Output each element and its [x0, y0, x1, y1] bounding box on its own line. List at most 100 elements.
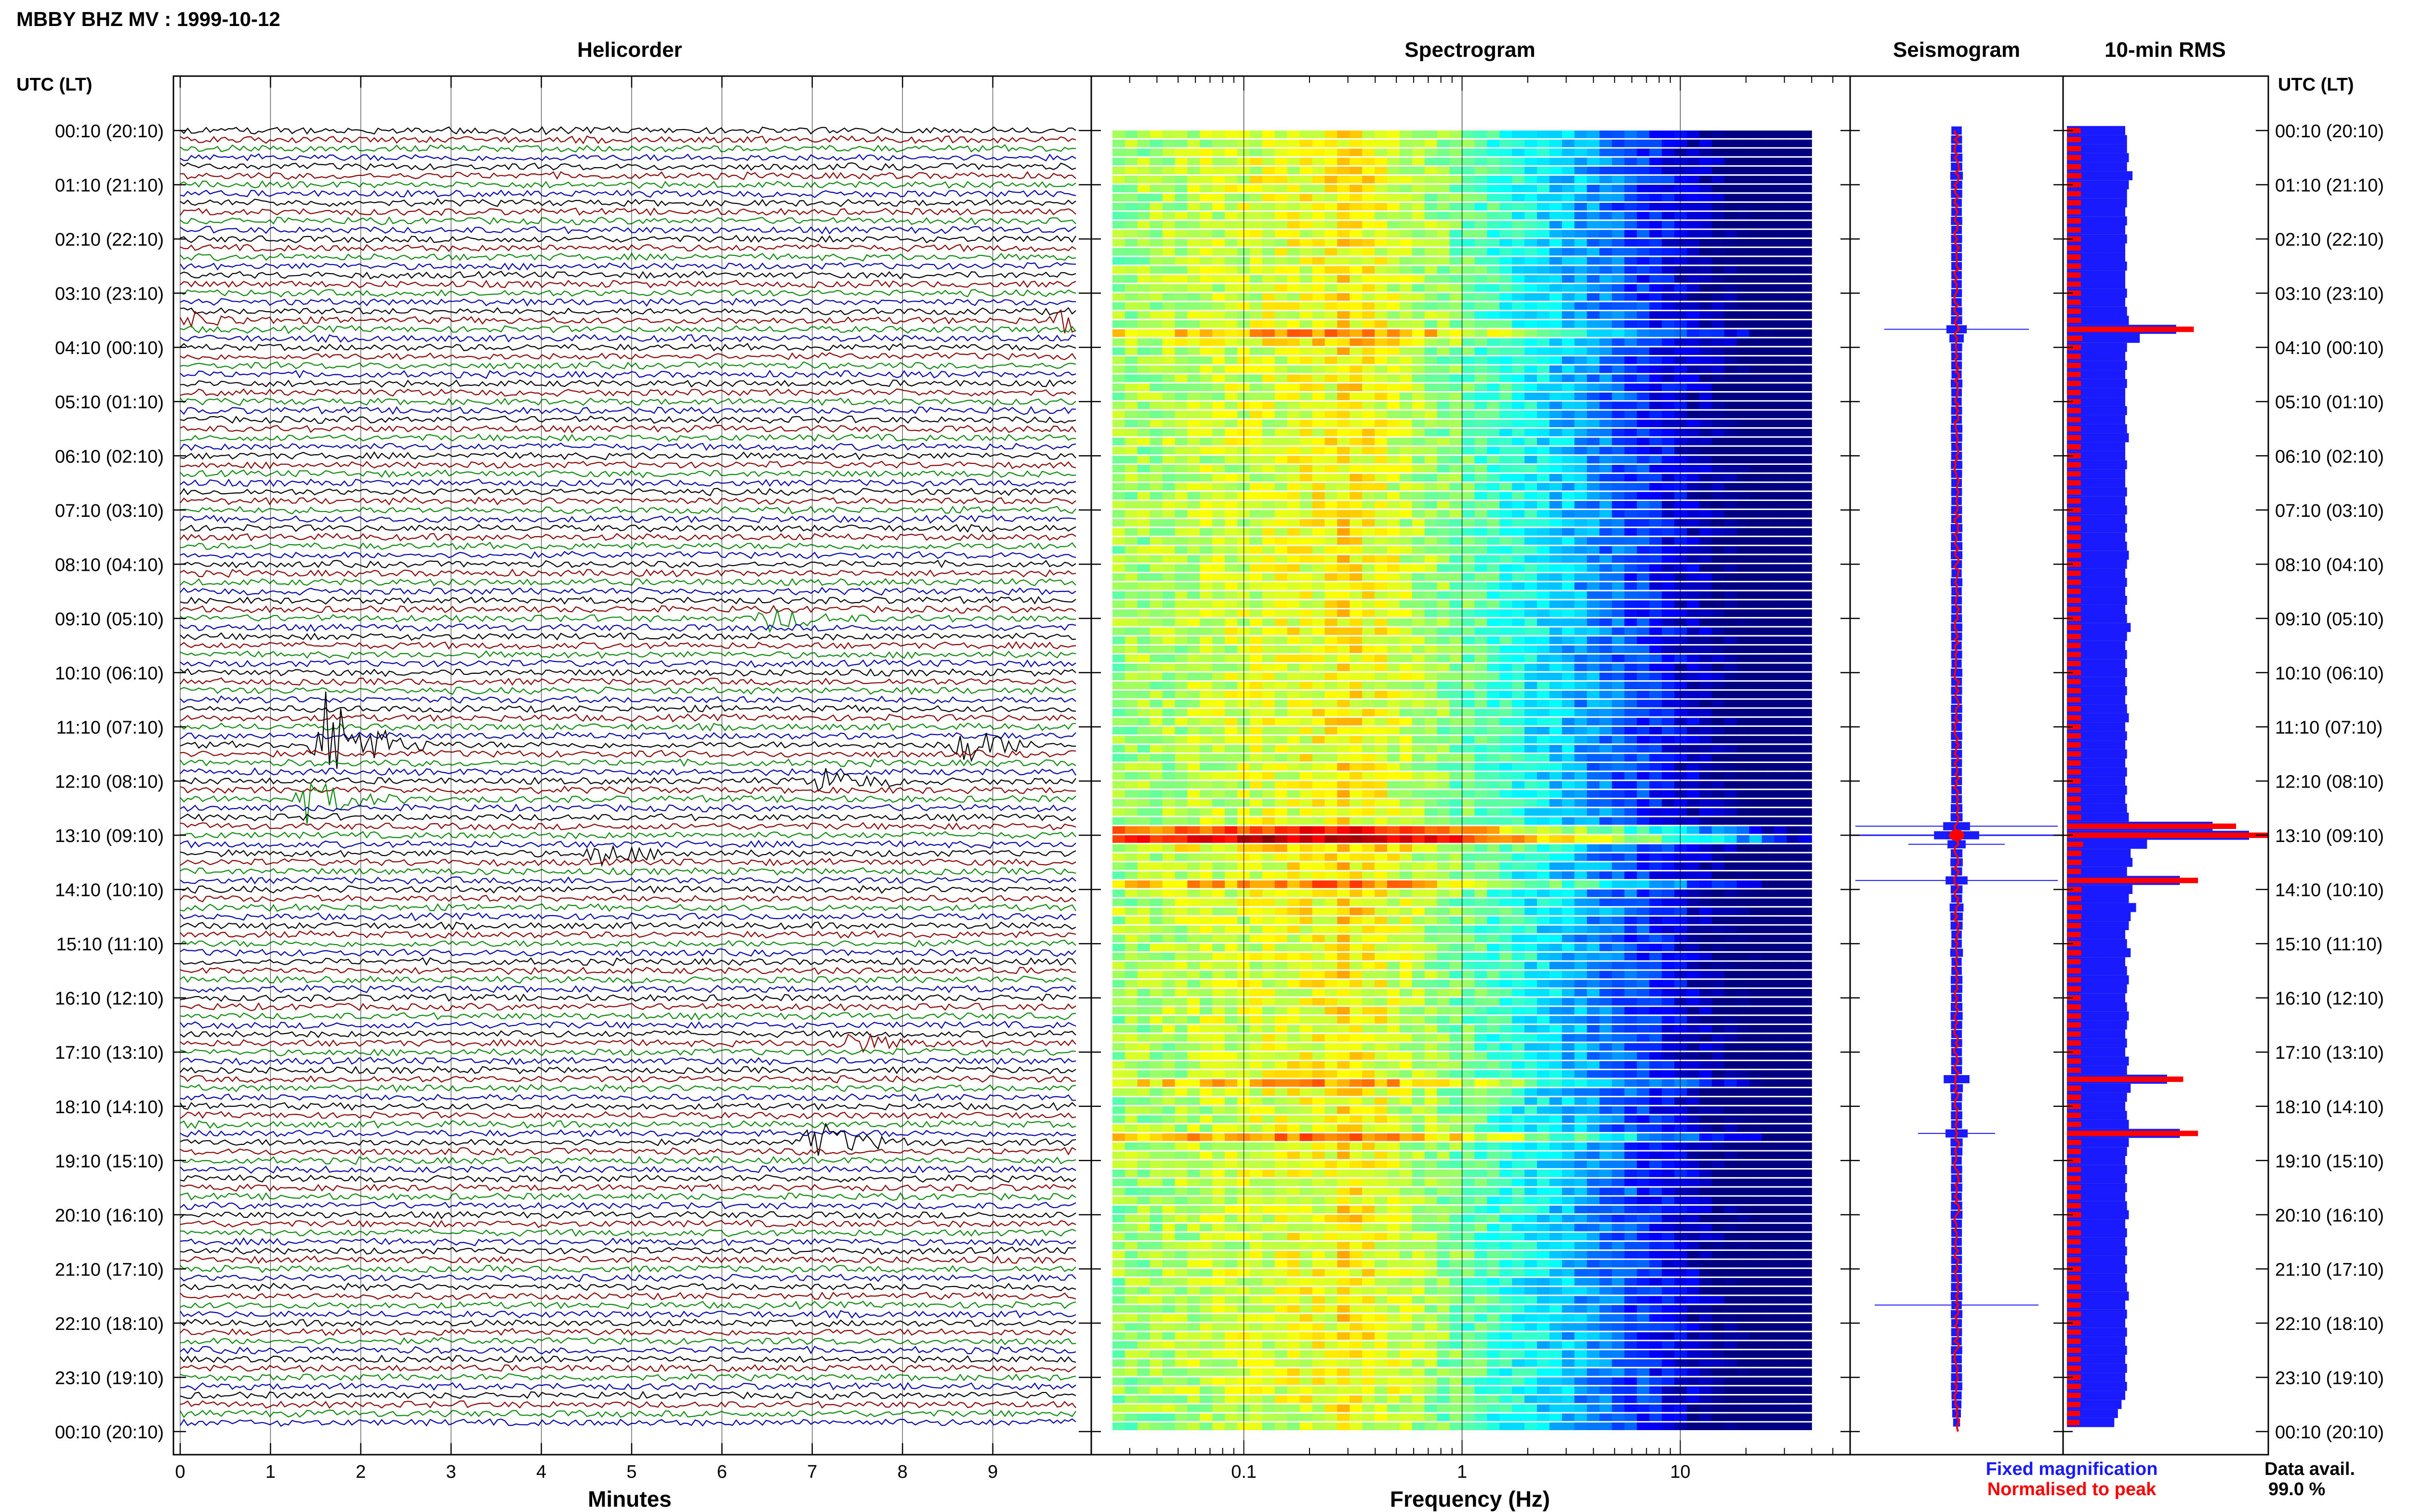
- spectrogram-cell: [1375, 356, 1388, 364]
- spectrogram-cell: [1424, 799, 1438, 807]
- spectrogram-cell: [1687, 158, 1700, 166]
- spectrogram-cell: [1375, 889, 1388, 897]
- spectrogram-cell: [1412, 501, 1425, 509]
- spectrogram-cell: [1449, 356, 1463, 364]
- spectrogram-cell: [1375, 690, 1388, 698]
- spectrogram-cell: [1287, 799, 1300, 807]
- spectrogram-cell: [1637, 492, 1650, 500]
- spectrogram-cell: [1612, 727, 1625, 735]
- spectrogram-cell: [1749, 745, 1762, 753]
- spectrogram-cell: [1299, 555, 1313, 563]
- spectrogram-cell: [1749, 808, 1762, 816]
- spectrogram-cell: [1350, 519, 1363, 527]
- spectrogram-cell: [1175, 636, 1188, 644]
- spectrogram-cell: [1137, 853, 1151, 861]
- spectrogram-cell: [1412, 456, 1425, 464]
- spectrogram-cell: [1749, 383, 1762, 391]
- spectrogram-cell: [1474, 519, 1487, 527]
- spectrogram-cell: [1524, 501, 1537, 509]
- spectrogram-cell: [1549, 167, 1562, 174]
- spectrogram-cell: [1474, 889, 1487, 897]
- spectrogram-cell: [1274, 925, 1288, 933]
- spectrogram-cell: [1299, 338, 1313, 346]
- spectrogram-cell: [1562, 591, 1575, 599]
- spectrogram-cell: [1112, 916, 1125, 924]
- spectrogram-cell: [1437, 727, 1450, 735]
- spectrogram-cell: [1761, 799, 1775, 807]
- spectrogram-cell: [1562, 555, 1575, 563]
- spectrogram-cell: [1337, 817, 1350, 825]
- spectrogram-cell: [1624, 420, 1637, 427]
- spectrogram-cell: [1112, 889, 1125, 897]
- spectrogram-cell: [1674, 898, 1687, 907]
- spectrogram-cell: [1225, 131, 1238, 138]
- spectrogram-cell: [1287, 808, 1300, 816]
- spectrogram-cell: [1524, 167, 1537, 174]
- spectrogram-cell: [1324, 826, 1337, 834]
- spectrogram-cell: [1250, 826, 1263, 834]
- spectrogram-cell: [1687, 609, 1700, 617]
- spectrogram-cell: [1175, 528, 1188, 536]
- spectrogram-cell: [1749, 158, 1762, 166]
- spectrogram-cell: [1150, 374, 1163, 382]
- spectrogram-cell: [1637, 718, 1650, 725]
- spectrogram-cell: [1200, 817, 1213, 825]
- spectrogram-cell: [1637, 347, 1650, 355]
- spectrogram-cell: [1112, 167, 1125, 174]
- spectrogram-cell: [1162, 600, 1176, 608]
- spectrogram-cell: [1324, 510, 1337, 518]
- spectrogram-cell: [1699, 627, 1712, 635]
- spectrogram-cell: [1362, 519, 1375, 527]
- spectrogram-cell: [1449, 736, 1463, 744]
- spectrogram-cell: [1362, 799, 1375, 807]
- spectrogram-cell: [1187, 420, 1200, 427]
- spectrogram-cell: [1774, 302, 1787, 310]
- spectrogram-cell: [1612, 718, 1625, 725]
- spectrogram-cell: [1400, 537, 1413, 545]
- spectrogram-cell: [1662, 311, 1675, 319]
- spectrogram-cell: [1125, 853, 1138, 861]
- spectrogram-cell: [1487, 456, 1500, 464]
- spectrogram-cell: [1474, 573, 1487, 581]
- spectrogram-cell: [1449, 374, 1463, 382]
- spectrogram-cell: [1736, 699, 1750, 708]
- spectrogram-cell: [1287, 456, 1300, 464]
- spectrogram-cell: [1624, 447, 1637, 455]
- spectrogram-cell: [1524, 690, 1537, 698]
- spectrogram-cell: [1774, 383, 1787, 391]
- spectrogram-cell: [1674, 763, 1687, 771]
- spectrogram-cell: [1274, 456, 1288, 464]
- spectrogram-cell: [1799, 374, 1812, 382]
- spectrogram-cell: [1761, 293, 1775, 301]
- spectrogram-cell: [1362, 221, 1375, 229]
- spectrogram-cell: [1736, 275, 1750, 283]
- spectrogram-cell: [1150, 338, 1163, 346]
- spectrogram-cell: [1637, 211, 1650, 220]
- spectrogram-cell: [1687, 420, 1700, 427]
- spectrogram-cell: [1362, 284, 1375, 292]
- spectrogram-cell: [1424, 745, 1438, 753]
- spectrogram-cell: [1537, 266, 1550, 274]
- spectrogram-cell: [1499, 546, 1512, 554]
- spectrogram-cell: [1736, 871, 1750, 879]
- spectrogram-cell: [1774, 528, 1787, 536]
- spectrogram-cell: [1150, 347, 1163, 355]
- spectrogram-cell: [1437, 862, 1450, 870]
- spectrogram-cell: [1649, 167, 1662, 174]
- spectrogram-cell: [1649, 853, 1662, 861]
- spectrogram-cell: [1499, 880, 1512, 888]
- spectrogram-cell: [1562, 275, 1575, 283]
- spectrogram-cell: [1649, 248, 1662, 256]
- spectrogram-cell: [1474, 799, 1487, 807]
- spectrogram-cell: [1736, 284, 1750, 292]
- spectrogram-cell: [1474, 311, 1487, 319]
- spectrogram-cell: [1711, 483, 1725, 491]
- spectrogram-cell: [1274, 573, 1288, 581]
- spectrogram-cell: [1299, 501, 1313, 509]
- spectrogram-cell: [1175, 473, 1188, 482]
- spectrogram-cell: [1162, 266, 1176, 274]
- spectrogram-cell: [1262, 510, 1275, 518]
- spectrogram-cell: [1387, 420, 1400, 427]
- spectrogram-cell: [1736, 456, 1750, 464]
- spectrogram-cell: [1162, 131, 1176, 138]
